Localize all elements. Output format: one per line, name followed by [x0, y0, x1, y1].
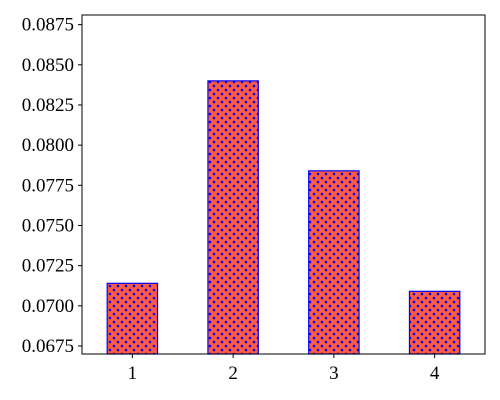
plot-frame: [81, 14, 486, 355]
y-tick-label: 0.0875: [22, 15, 74, 36]
bar-2: [207, 80, 259, 355]
y-tick-label: 0.0700: [22, 296, 74, 317]
y-tick-label: 0.0825: [22, 95, 74, 116]
y-tick-label: 0.0775: [22, 175, 74, 196]
y-tick-label: 0.0675: [22, 336, 74, 357]
bar-1: [106, 282, 159, 355]
x-tick-label: 2: [228, 363, 238, 384]
y-tick-label: 0.0850: [22, 55, 74, 76]
y-axis: 0.0675 0.0700 0.0725 0.0750 0.0775 0.0800 0.08…: [22, 15, 82, 357]
bars-group: [106, 80, 461, 355]
x-axis: 1 2 3 4: [128, 354, 440, 384]
x-tick-label: 4: [430, 363, 440, 384]
bar-4: [408, 290, 461, 355]
x-tick-label: 1: [128, 363, 138, 384]
x-tick-label: 3: [329, 363, 339, 384]
bar-3: [308, 170, 360, 355]
y-tick-label: 0.0725: [22, 256, 74, 277]
y-tick-label: 0.0750: [22, 215, 74, 236]
y-tick-label: 0.0800: [22, 135, 74, 156]
